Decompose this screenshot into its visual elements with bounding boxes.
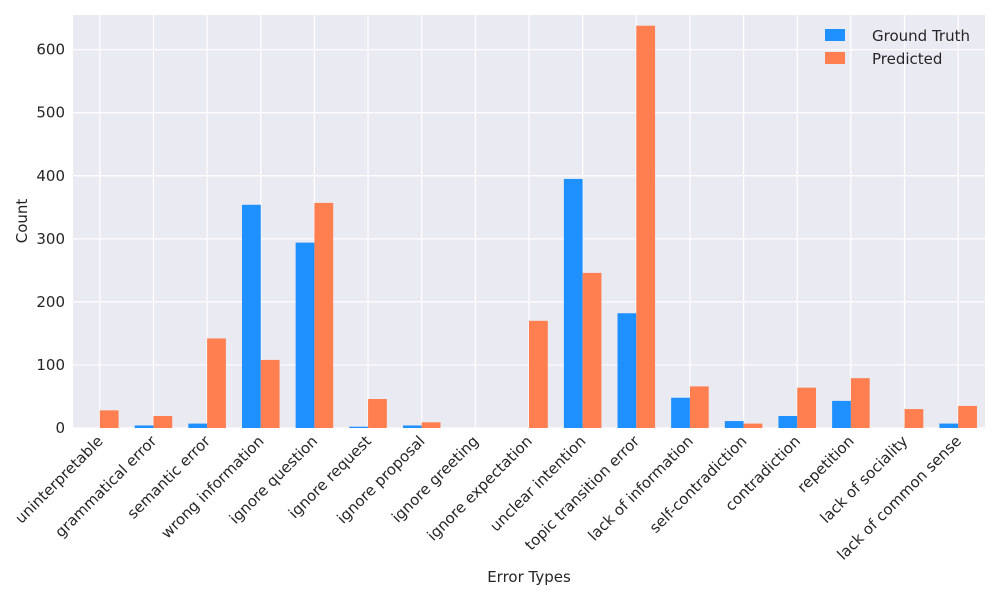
legend-swatch: [825, 52, 845, 64]
y-tick-label: 300: [36, 230, 65, 248]
bar: [529, 320, 548, 428]
y-axis-ticks: 0 100 200 300 400 500 600: [36, 41, 65, 437]
bar: [689, 386, 709, 428]
bars: [99, 25, 977, 428]
x-tick-label: self-contradiction: [646, 432, 751, 537]
y-tick-label: 0: [55, 419, 65, 437]
x-tick-label: uninterpretable: [12, 432, 107, 527]
bar: [832, 400, 851, 428]
bar: [850, 378, 870, 428]
bar: [188, 423, 208, 428]
bar: [778, 416, 798, 428]
bar: [582, 272, 602, 428]
bar: [617, 313, 637, 428]
bar: [207, 338, 226, 428]
bar: [134, 425, 154, 428]
bar: [260, 359, 280, 428]
bar: [99, 410, 119, 428]
bar: [939, 423, 959, 428]
bar: [153, 416, 173, 428]
bar: [743, 423, 763, 428]
legend-swatch: [825, 29, 845, 41]
bar: [904, 409, 924, 428]
bar: [402, 425, 422, 428]
bar: [349, 426, 369, 428]
x-tick-label: unclear intention: [486, 432, 589, 535]
bar: [636, 25, 656, 428]
x-tick-label: wrong information: [158, 432, 268, 542]
bar: [797, 387, 817, 428]
y-axis-title: Count: [13, 199, 31, 244]
bar: [421, 422, 441, 428]
bar: [241, 204, 261, 428]
y-tick-label: 600: [36, 41, 65, 59]
x-axis-title: Error Types: [487, 568, 571, 586]
bar: [724, 421, 744, 428]
bar: [295, 242, 315, 428]
bar: [671, 397, 690, 428]
x-tick-label: ignore expectation: [423, 432, 535, 544]
bar: [368, 398, 387, 428]
bar: [314, 202, 334, 428]
x-tick-label: grammatical error: [51, 432, 161, 542]
bar: [958, 405, 977, 428]
y-tick-label: 400: [36, 167, 65, 185]
legend-label: Ground Truth: [872, 27, 970, 45]
x-tick-label: lack of information: [584, 432, 696, 544]
y-tick-label: 200: [36, 293, 65, 311]
y-tick-label: 100: [36, 356, 65, 374]
bar: [563, 178, 583, 428]
y-tick-label: 500: [36, 104, 65, 122]
legend-label: Predicted: [872, 50, 942, 68]
legend: Ground Truth Predicted: [825, 27, 970, 68]
